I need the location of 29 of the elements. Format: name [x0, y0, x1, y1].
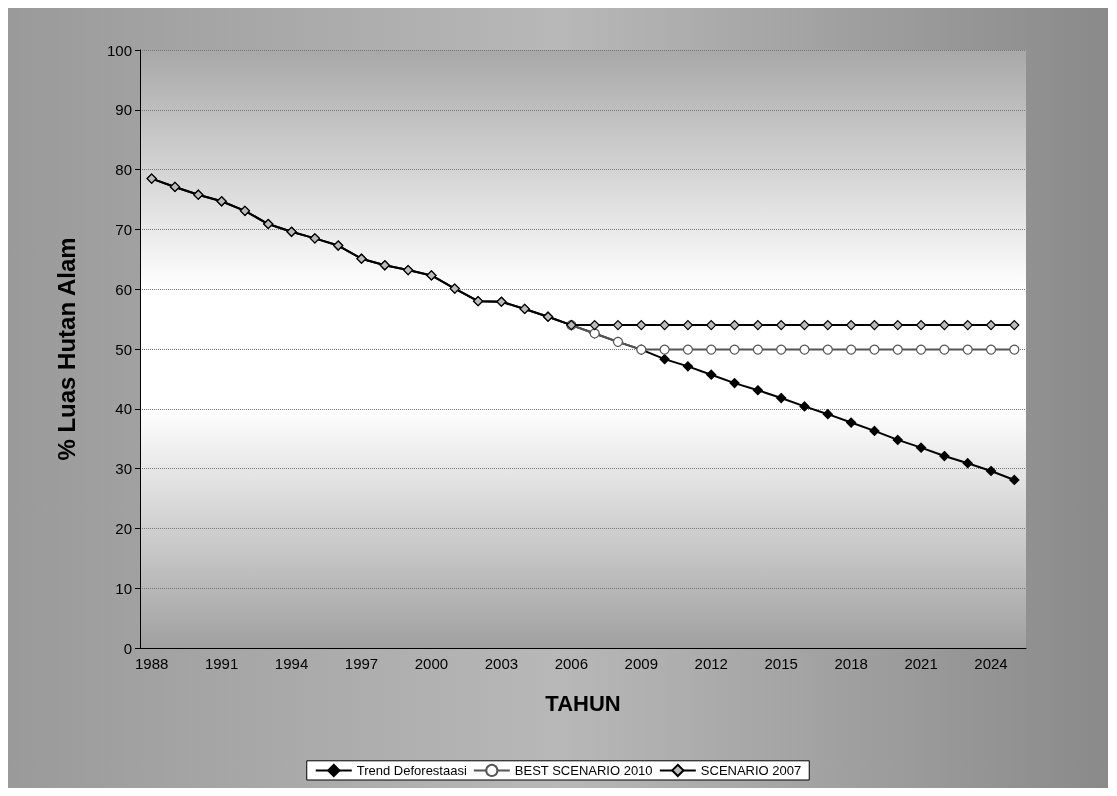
x-tick-label: 1994: [274, 655, 309, 672]
x-tick-label: 2021: [904, 655, 938, 672]
x-tick-label: 2006: [554, 655, 589, 672]
y-tick-label: 100: [106, 41, 132, 59]
y-tick-label: 10: [115, 579, 132, 597]
y-tick-label: 30: [115, 460, 132, 478]
x-tick-label: 1997: [344, 655, 379, 672]
y-axis-title: % Luas Hutan Alam: [52, 237, 80, 461]
x-tick-label: 2018: [834, 655, 868, 672]
y-tick-label: 90: [115, 101, 132, 119]
y-tick-label: 0: [123, 639, 132, 657]
x-tick-label: 2009: [624, 655, 658, 672]
legend-label: BEST SCENARIO 2010: [514, 762, 653, 778]
y-tick-label: 80: [115, 161, 132, 179]
x-tick-label: 1991: [204, 655, 239, 672]
x-tick-label: 2003: [484, 655, 519, 672]
legend-label: SCENARIO 2007: [700, 762, 802, 778]
legend-label: Trend Deforestaasi: [356, 762, 467, 778]
x-tick-label: 1988: [134, 655, 169, 672]
y-tick-label: 20: [115, 519, 132, 537]
x-tick-label: 2024: [974, 655, 1008, 672]
y-tick-label: 50: [115, 340, 132, 358]
x-tick-label: 2000: [414, 655, 449, 672]
x-tick-label: 2012: [694, 655, 728, 672]
x-tick-label: 2015: [764, 655, 798, 672]
y-tick-label: 40: [115, 400, 132, 418]
y-tick-label: 70: [115, 220, 132, 238]
y-tick-label: 60: [115, 280, 132, 298]
x-axis-title: TAHUN: [545, 690, 621, 716]
